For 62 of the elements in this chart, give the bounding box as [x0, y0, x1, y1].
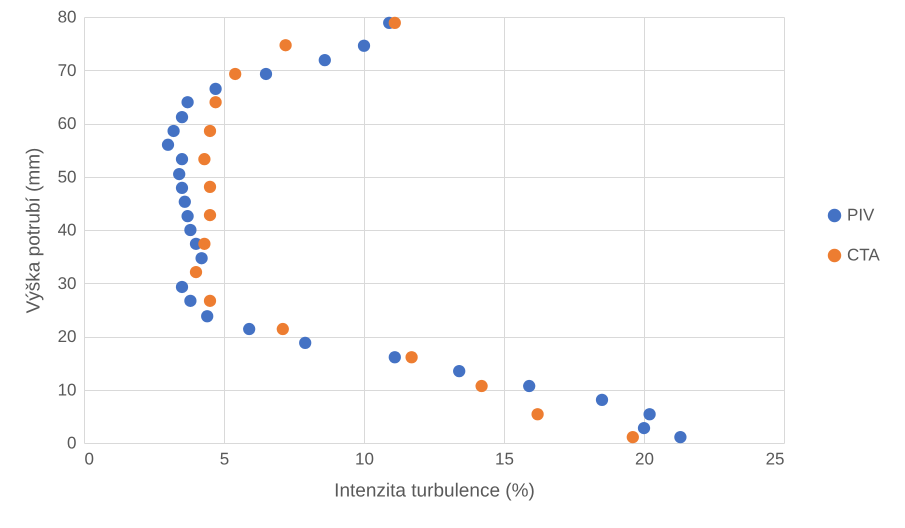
y-tick-label: 80 — [58, 8, 76, 26]
y-axis-title: Výška potrubí (mm) — [24, 148, 45, 314]
point — [173, 168, 186, 180]
y-tick-label: 40 — [58, 220, 76, 240]
point — [178, 196, 191, 208]
point — [209, 96, 222, 108]
x-tick-label: 20 — [635, 450, 654, 468]
point — [453, 365, 466, 378]
point — [299, 336, 312, 349]
y-tick-label: 20 — [58, 327, 76, 346]
point — [358, 40, 370, 52]
point — [626, 431, 639, 444]
x-tick-label: 15 — [495, 450, 514, 468]
point — [523, 380, 536, 392]
x-tick-label: 0 — [84, 450, 94, 468]
point — [190, 266, 202, 278]
point — [167, 124, 180, 138]
point — [204, 208, 216, 222]
point — [279, 39, 292, 52]
point — [204, 124, 216, 138]
point — [643, 408, 656, 420]
y-tick-label: 60 — [58, 114, 76, 133]
legend-label: CTA — [847, 246, 880, 264]
point — [195, 252, 208, 264]
point — [638, 422, 650, 434]
point — [243, 322, 256, 336]
x-tick-label: 10 — [355, 450, 374, 468]
point — [184, 224, 197, 236]
point — [388, 351, 401, 364]
point — [181, 96, 194, 108]
point — [176, 280, 188, 294]
point — [198, 153, 211, 166]
point — [181, 210, 194, 222]
point — [209, 82, 222, 95]
x-axis-title: Intenzita turbulence (%) — [334, 480, 535, 502]
point — [204, 294, 216, 307]
point — [475, 380, 488, 392]
y-tick-label: 30 — [58, 274, 76, 293]
point — [229, 68, 242, 80]
x-tick-label: 25 — [766, 450, 784, 468]
point — [260, 68, 272, 80]
point — [318, 54, 331, 66]
point — [674, 431, 687, 444]
point — [176, 182, 188, 194]
point — [176, 153, 188, 166]
x-tick-label: 5 — [220, 450, 230, 468]
point — [198, 238, 211, 250]
point — [596, 394, 608, 406]
point — [184, 294, 197, 307]
y-tick-label: 10 — [58, 380, 76, 400]
point — [276, 322, 289, 336]
point — [201, 310, 214, 322]
y-tick-label: 0 — [67, 434, 76, 452]
point — [162, 138, 174, 151]
point — [388, 16, 401, 29]
y-tick-label: 50 — [58, 167, 76, 186]
point — [405, 351, 418, 364]
point — [204, 180, 216, 193]
y-tick-label: 70 — [58, 60, 76, 80]
point — [176, 111, 188, 124]
legend-label: PIV — [847, 206, 876, 224]
point — [531, 408, 544, 420]
